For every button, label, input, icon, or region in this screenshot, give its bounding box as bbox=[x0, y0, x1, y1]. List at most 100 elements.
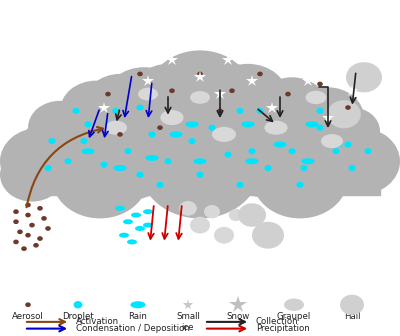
Circle shape bbox=[332, 148, 340, 154]
Circle shape bbox=[80, 138, 88, 144]
Ellipse shape bbox=[306, 91, 326, 104]
Circle shape bbox=[21, 246, 27, 251]
Text: Snow: Snow bbox=[226, 312, 250, 322]
Text: Small
ice: Small ice bbox=[176, 312, 200, 332]
Ellipse shape bbox=[170, 131, 182, 137]
Text: Activation: Activation bbox=[76, 318, 119, 326]
Circle shape bbox=[208, 64, 288, 131]
Text: Condensation / Deposition: Condensation / Deposition bbox=[76, 324, 190, 333]
Circle shape bbox=[44, 165, 52, 171]
Ellipse shape bbox=[274, 141, 286, 148]
Ellipse shape bbox=[306, 121, 319, 127]
Circle shape bbox=[25, 233, 31, 238]
Ellipse shape bbox=[114, 165, 126, 171]
Circle shape bbox=[28, 101, 92, 155]
Circle shape bbox=[74, 301, 82, 308]
Ellipse shape bbox=[222, 131, 234, 137]
Circle shape bbox=[316, 125, 324, 131]
Circle shape bbox=[285, 92, 291, 96]
Circle shape bbox=[257, 72, 263, 76]
Ellipse shape bbox=[143, 222, 153, 228]
Circle shape bbox=[288, 148, 296, 154]
Text: Collection: Collection bbox=[256, 318, 299, 326]
Ellipse shape bbox=[160, 110, 184, 125]
Circle shape bbox=[60, 81, 132, 141]
Circle shape bbox=[140, 118, 260, 218]
Circle shape bbox=[136, 104, 144, 111]
Circle shape bbox=[196, 98, 204, 104]
Circle shape bbox=[136, 172, 144, 178]
Circle shape bbox=[132, 64, 204, 124]
Ellipse shape bbox=[212, 127, 236, 142]
Circle shape bbox=[17, 229, 23, 234]
Text: Droplet: Droplet bbox=[62, 312, 94, 322]
Circle shape bbox=[256, 77, 328, 138]
Circle shape bbox=[208, 125, 216, 131]
Text: Rain: Rain bbox=[128, 312, 148, 322]
Circle shape bbox=[345, 105, 351, 110]
Circle shape bbox=[13, 219, 19, 224]
Ellipse shape bbox=[186, 121, 199, 127]
Circle shape bbox=[229, 88, 235, 93]
Circle shape bbox=[25, 302, 31, 307]
Circle shape bbox=[100, 162, 108, 168]
Circle shape bbox=[348, 165, 356, 171]
Circle shape bbox=[196, 172, 204, 178]
Circle shape bbox=[148, 50, 252, 138]
Circle shape bbox=[120, 74, 280, 208]
Circle shape bbox=[137, 72, 143, 76]
Ellipse shape bbox=[146, 155, 159, 161]
Circle shape bbox=[52, 87, 188, 202]
Circle shape bbox=[0, 128, 80, 195]
Circle shape bbox=[13, 209, 19, 214]
Circle shape bbox=[344, 141, 352, 148]
Circle shape bbox=[296, 182, 304, 188]
Ellipse shape bbox=[130, 301, 146, 308]
Circle shape bbox=[276, 108, 380, 195]
Circle shape bbox=[20, 108, 124, 195]
Circle shape bbox=[320, 128, 400, 195]
Circle shape bbox=[316, 108, 324, 114]
Circle shape bbox=[25, 203, 31, 207]
Circle shape bbox=[104, 67, 184, 134]
Circle shape bbox=[164, 158, 172, 164]
Ellipse shape bbox=[135, 226, 145, 231]
Circle shape bbox=[217, 109, 223, 113]
Circle shape bbox=[236, 182, 244, 188]
Circle shape bbox=[229, 209, 243, 221]
Circle shape bbox=[238, 203, 266, 227]
FancyBboxPatch shape bbox=[20, 155, 380, 195]
Circle shape bbox=[214, 227, 234, 244]
Ellipse shape bbox=[194, 158, 207, 164]
Ellipse shape bbox=[138, 88, 158, 100]
Circle shape bbox=[48, 138, 56, 144]
Circle shape bbox=[340, 295, 364, 315]
Circle shape bbox=[252, 222, 284, 249]
Circle shape bbox=[236, 108, 244, 114]
Circle shape bbox=[264, 165, 272, 171]
Ellipse shape bbox=[190, 91, 210, 104]
Circle shape bbox=[112, 108, 120, 114]
Circle shape bbox=[346, 62, 382, 92]
Circle shape bbox=[52, 138, 148, 218]
Circle shape bbox=[25, 213, 31, 217]
Ellipse shape bbox=[321, 134, 343, 148]
Circle shape bbox=[148, 131, 156, 137]
Ellipse shape bbox=[242, 121, 255, 127]
Ellipse shape bbox=[143, 209, 153, 214]
Circle shape bbox=[157, 125, 163, 130]
Ellipse shape bbox=[246, 158, 259, 164]
Text: Hail: Hail bbox=[344, 312, 360, 322]
Circle shape bbox=[105, 92, 111, 96]
Circle shape bbox=[176, 115, 184, 121]
Circle shape bbox=[196, 64, 268, 124]
Ellipse shape bbox=[131, 213, 141, 218]
Circle shape bbox=[117, 132, 123, 137]
Circle shape bbox=[13, 240, 19, 244]
Circle shape bbox=[124, 148, 132, 154]
Circle shape bbox=[188, 138, 196, 144]
Circle shape bbox=[84, 121, 92, 127]
Ellipse shape bbox=[119, 233, 129, 238]
Circle shape bbox=[169, 88, 175, 93]
Ellipse shape bbox=[82, 148, 95, 154]
